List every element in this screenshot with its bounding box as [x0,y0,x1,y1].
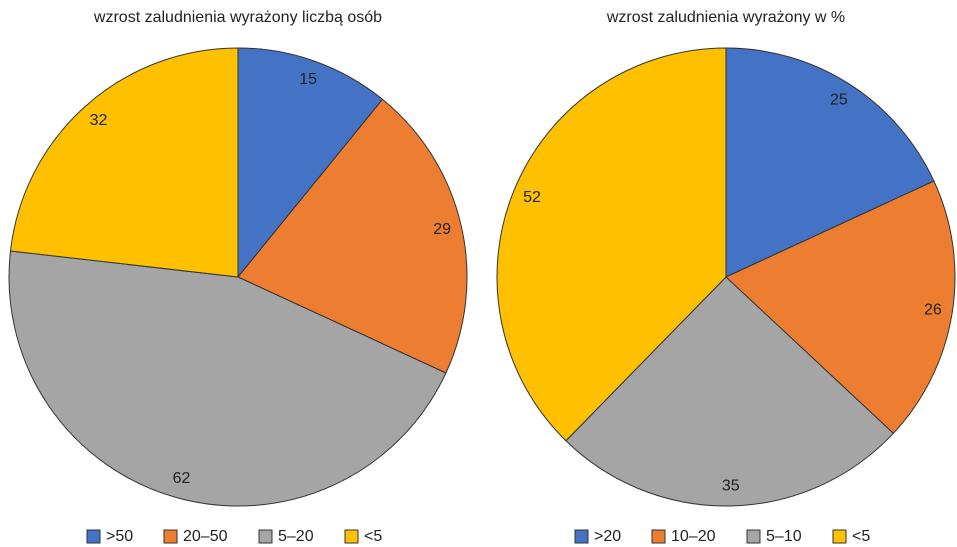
legend-label: 10–20 [671,528,716,545]
legend-swatch [163,529,178,544]
legend-label: 5–20 [278,528,314,545]
data-label: 35 [722,478,740,495]
pie-slice [496,47,727,442]
legend-label: 20–50 [183,528,228,545]
data-label: 29 [433,221,451,238]
legend-swatch [651,529,666,544]
legend-swatch [746,529,761,544]
legend-label: <5 [364,528,382,545]
data-label: 26 [924,301,942,318]
data-label: 32 [90,112,108,129]
pie-slice [237,47,384,279]
legend-swatch [258,529,273,544]
pie-slice [565,276,895,507]
legend-swatch [344,529,359,544]
pie-slice [725,47,935,278]
legend-swatch [574,529,589,544]
pie-slice [725,180,956,435]
chart-title: wzrost zaludnienia wyrażony liczbą osób [93,9,382,26]
legend-label: >20 [594,528,621,545]
data-label: 15 [299,71,317,88]
pie-slice [237,98,468,374]
legend-swatch [86,529,101,544]
legend-label: <5 [852,528,870,545]
data-label: 62 [173,470,191,487]
legend-swatch [832,529,847,544]
legend-label: >50 [106,528,133,545]
chart-title: wzrost zaludnienia wyrażony w % [606,9,845,26]
pie-slice [9,47,239,278]
data-label: 52 [523,189,541,206]
pie-slice [8,250,447,507]
legend-label: 5–10 [766,528,802,545]
data-label: 25 [830,92,848,109]
